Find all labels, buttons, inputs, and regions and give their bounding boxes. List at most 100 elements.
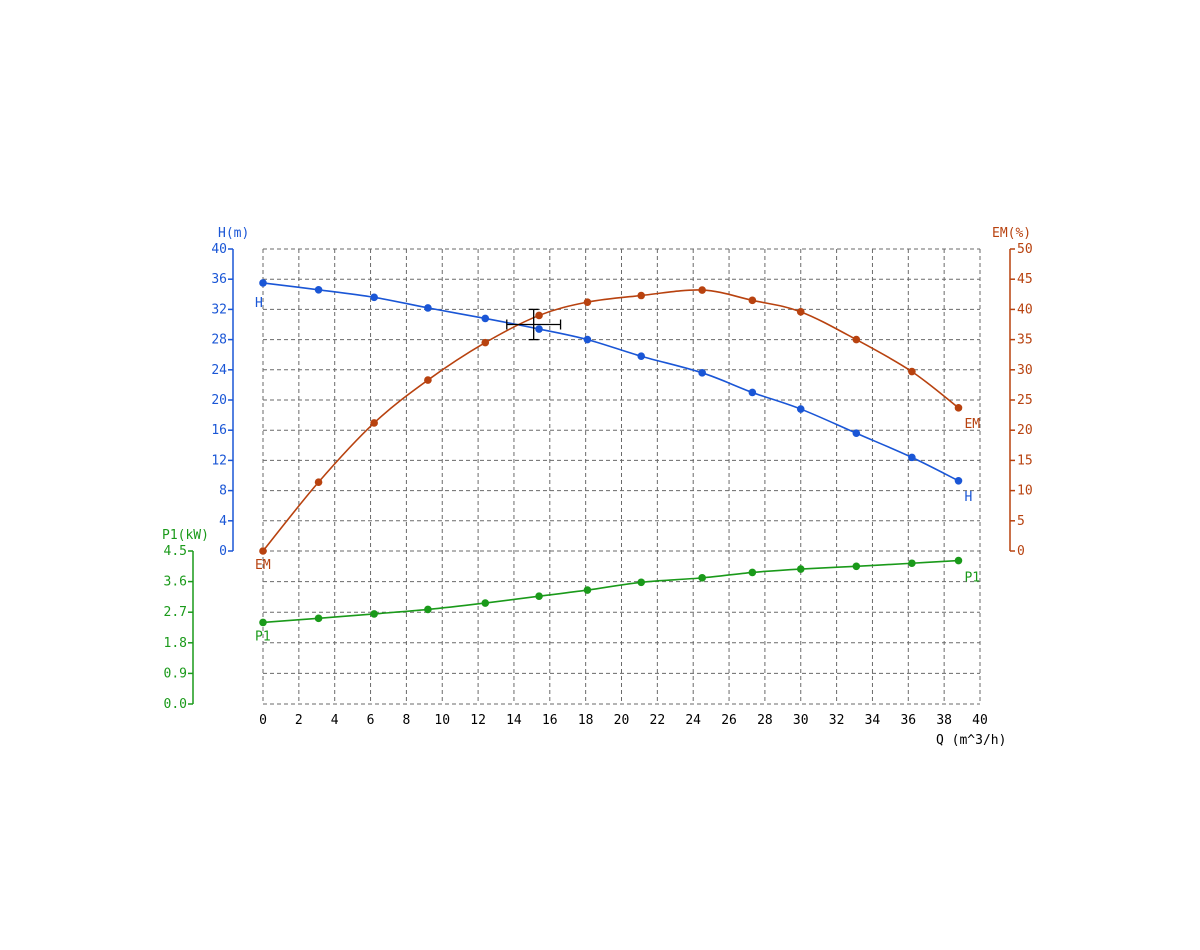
em-tick-label: 20 <box>1017 423 1033 438</box>
h-tick-label: 24 <box>211 363 227 378</box>
operating-point <box>506 308 562 341</box>
x-tick-label: 16 <box>542 713 558 728</box>
p1-tick-label: 0.9 <box>164 666 187 681</box>
em-start-label: EM <box>255 558 271 573</box>
em-tick-label: 10 <box>1017 484 1033 499</box>
h-tick-label: 8 <box>219 484 227 499</box>
p1-point <box>583 586 592 594</box>
p1-point <box>637 578 646 587</box>
h-point <box>637 352 646 361</box>
em-point <box>370 419 378 427</box>
p1-tick-label: 4.5 <box>164 544 187 559</box>
p1-point <box>481 599 490 607</box>
p1-point <box>908 559 916 568</box>
x-tick-label: 2 <box>295 713 303 728</box>
em-tick-label: 35 <box>1017 333 1033 348</box>
x-tick-label: 38 <box>936 713 952 728</box>
em-point <box>535 311 543 320</box>
x-tick-label: 18 <box>578 713 594 728</box>
em-tick-label: 40 <box>1017 302 1033 317</box>
em-point <box>424 376 432 384</box>
h-point <box>535 325 543 333</box>
p1-end-label: P1 <box>964 571 980 586</box>
em-point <box>637 291 646 300</box>
x-tick-label: 26 <box>721 713 737 728</box>
em-curve <box>262 289 959 552</box>
h-point <box>583 335 592 344</box>
h-start-label: H <box>255 296 263 311</box>
em-point <box>583 298 592 306</box>
h-end-label: H <box>964 490 972 505</box>
h-tick-label: 40 <box>211 242 227 257</box>
x-tick-label: 6 <box>367 713 375 728</box>
p1-axis-label: P1(kW) <box>162 528 209 543</box>
series-p1: P1 P1 <box>255 556 980 644</box>
h-point <box>748 388 757 397</box>
p1-point <box>424 605 432 614</box>
p1-point <box>314 614 323 623</box>
axes: 0 2 4 6 8 10 12 14 16 18 20 22 24 26 28 30 32 34 36 38 40048… <box>164 242 1033 728</box>
p1-tick-label: 1.8 <box>164 636 187 651</box>
em-point <box>852 335 861 344</box>
h-point <box>698 369 706 377</box>
p1-point <box>748 568 757 577</box>
em-point <box>908 367 916 376</box>
x-axis-label: Q (m^3/h) <box>936 733 1006 748</box>
em-tick-label: 15 <box>1017 453 1033 468</box>
em-point <box>954 404 963 412</box>
em-point <box>259 547 267 555</box>
p1-tick-label: 0.0 <box>164 697 187 712</box>
em-tick-label: 5 <box>1017 514 1025 529</box>
h-point <box>259 279 267 287</box>
x-tick-label: 32 <box>829 713 845 728</box>
x-tick-label: 30 <box>793 713 809 728</box>
p1-curve <box>262 559 959 624</box>
h-point <box>908 453 916 462</box>
h-point <box>796 405 805 413</box>
p1-point <box>954 556 963 565</box>
h-point <box>424 304 432 312</box>
series: H H EM EM P1 P1 <box>255 279 980 644</box>
em-point <box>698 286 706 294</box>
x-tick-label: 34 <box>865 713 881 728</box>
h-tick-label: 36 <box>211 272 227 287</box>
h-tick-label: 20 <box>211 393 227 408</box>
p1-start-label: P1 <box>255 629 271 644</box>
x-tick-label: 22 <box>650 713 666 728</box>
x-tick-label: 24 <box>685 713 701 728</box>
em-end-label: EM <box>964 417 980 432</box>
h-point <box>314 285 323 294</box>
x-tick-label: 4 <box>331 713 339 728</box>
h-point <box>481 314 490 323</box>
x-tick-label: 10 <box>434 713 450 728</box>
em-tick-label: 0 <box>1017 544 1025 559</box>
x-tick-label: 0 <box>259 713 267 728</box>
h-tick-label: 12 <box>211 453 227 468</box>
x-tick-label: 36 <box>900 713 916 728</box>
x-tick-label: 28 <box>757 713 773 728</box>
x-tick-label: 14 <box>506 713 522 728</box>
h-point <box>954 476 963 485</box>
x-tick-label: 20 <box>614 713 630 728</box>
em-point <box>481 338 490 347</box>
em-point <box>314 478 323 486</box>
em-point <box>748 296 757 305</box>
grid <box>262 248 981 705</box>
h-tick-label: 4 <box>219 514 227 529</box>
x-tick-label: 8 <box>402 713 410 728</box>
p1-point <box>370 610 378 618</box>
h-tick-label: 16 <box>211 423 227 438</box>
h-point <box>852 429 861 438</box>
p1-tick-label: 3.6 <box>164 575 187 590</box>
p1-point <box>259 618 267 627</box>
p1-point <box>796 565 805 573</box>
em-axis-label: EM(%) <box>992 226 1031 241</box>
em-tick-label: 45 <box>1017 272 1033 287</box>
series-em: EM EM <box>255 286 980 573</box>
x-tick-label: 40 <box>972 713 988 728</box>
h-tick-label: 0 <box>219 544 227 559</box>
p1-point <box>852 562 861 571</box>
p1-tick-label: 2.7 <box>164 605 187 620</box>
h-point <box>370 293 378 302</box>
